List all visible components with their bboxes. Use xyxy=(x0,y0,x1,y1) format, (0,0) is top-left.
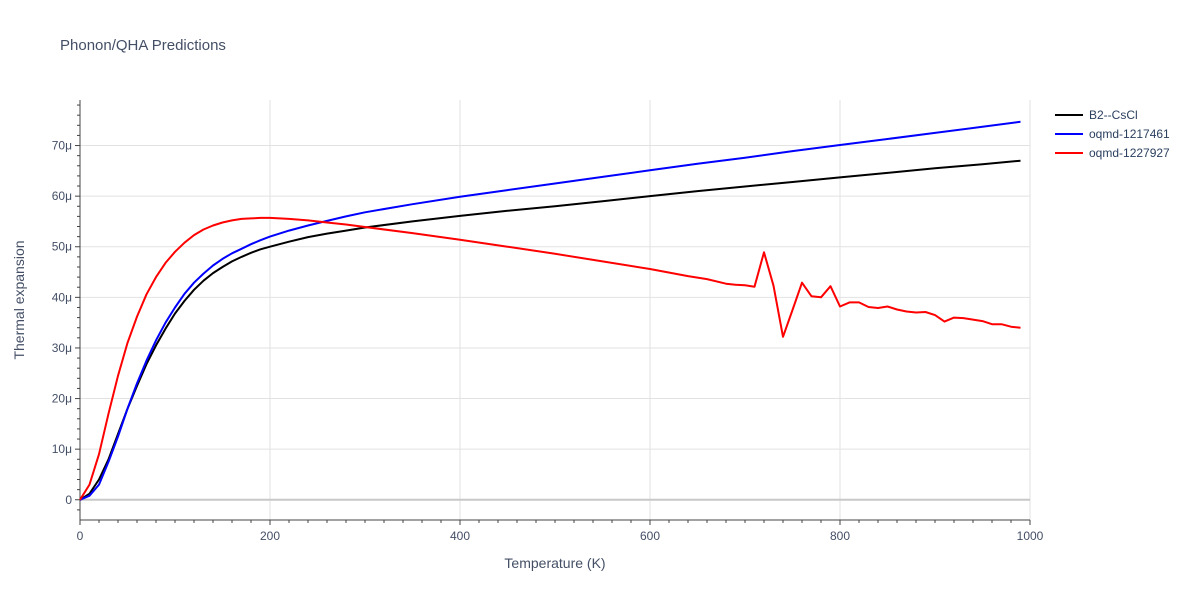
x-tick-label: 1000 xyxy=(1017,529,1044,543)
y-tick-label: 0 xyxy=(65,493,72,507)
legend[interactable]: B2--CsCl oqmd-1217461 oqmd-1227927 xyxy=(1055,108,1170,160)
x-tick-label: 800 xyxy=(830,529,850,543)
legend-label: oqmd-1217461 xyxy=(1089,127,1170,141)
legend-item[interactable]: oqmd-1227927 xyxy=(1055,146,1170,160)
y-tick-label: 40μ xyxy=(52,290,72,304)
y-axis-title: Thermal expansion xyxy=(11,240,27,359)
y-tick-label: 70μ xyxy=(52,139,72,153)
x-tick-label: 200 xyxy=(260,529,280,543)
series-line-2 xyxy=(79,120,1021,501)
series-line-1 xyxy=(79,159,1021,501)
y-tick-label: 10μ xyxy=(52,442,72,456)
legend-item[interactable]: oqmd-1217461 xyxy=(1055,127,1170,141)
chart-title: Phonon/QHA Predictions xyxy=(60,37,226,54)
y-tick-label: 50μ xyxy=(52,240,72,254)
x-axis-title: Temperature (K) xyxy=(504,555,605,571)
axes: 0 200 400 600 800 1000 0 10μ 20μ 30μ 40μ 50μ 60μ 70μ xyxy=(52,100,1044,543)
series-line-3 xyxy=(79,216,1021,501)
x-tick-label: 600 xyxy=(640,529,660,543)
series-group xyxy=(79,120,1021,501)
x-tick-label: 400 xyxy=(450,529,470,543)
grid xyxy=(80,100,1031,520)
y-tick-label: 30μ xyxy=(52,341,72,355)
y-tick-label: 20μ xyxy=(52,392,72,406)
legend-label: oqmd-1227927 xyxy=(1089,146,1170,160)
legend-item[interactable]: B2--CsCl xyxy=(1055,108,1138,122)
x-tick-label: 0 xyxy=(77,529,84,543)
legend-label: B2--CsCl xyxy=(1089,108,1138,122)
y-tick-label: 60μ xyxy=(52,189,72,203)
